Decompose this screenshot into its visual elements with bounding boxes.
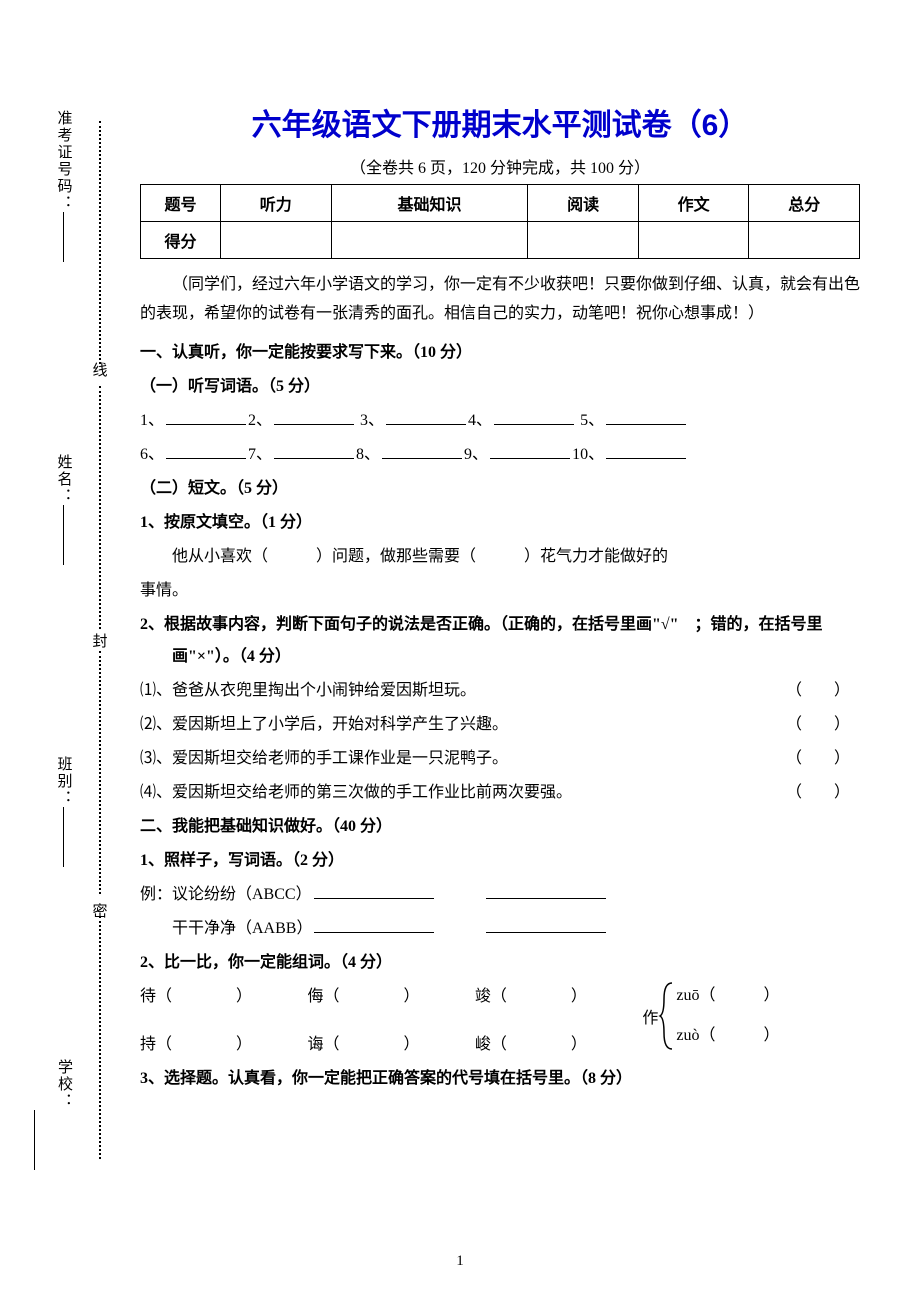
dictation-row-2[interactable]: 6、7、8、9、10、	[140, 439, 860, 471]
exam-title: 六年级语文下册期末水平测试卷（6）	[140, 100, 860, 144]
brace-pinyin-top[interactable]: zuō（ ）	[676, 983, 779, 1009]
s2-q1-ex1[interactable]: 例：议论纷纷（ABCC）	[140, 879, 860, 911]
marker-mi: 密	[92, 900, 107, 921]
curly-brace-icon	[658, 981, 676, 1051]
score-col-listening: 听力	[221, 185, 332, 222]
s2-q2-row-2[interactable]: 持（ ） 诲（ ） 峻（ ）	[140, 1029, 642, 1061]
score-table: 题号 听力 基础知识 阅读 作文 总分 得分	[140, 184, 860, 259]
binding-strip: 学校： 班别： 姓名： 准考证号码： 密 封 线	[50, 110, 120, 1170]
s2-q1-ex2[interactable]: 干干净净（AABB）	[140, 913, 860, 945]
judge-item-2[interactable]: ⑵、爱因斯坦上了小学后，开始对科学产生了兴趣。 （ ）	[140, 709, 860, 741]
s2-q2-title: 2、比一比，你一定能组词。（4 分）	[140, 947, 860, 979]
score-col-reading: 阅读	[528, 185, 639, 222]
score-col-basics: 基础知识	[331, 185, 528, 222]
marker-xian: 线	[92, 359, 107, 380]
seal-markers: 密 封 线	[85, 110, 115, 1170]
score-row-label-number: 题号	[141, 185, 221, 222]
s2-q3-title: 3、选择题。认真看，你一定能把正确答案的代号填在括号里。（8 分）	[140, 1063, 860, 1095]
marker-feng: 封	[92, 630, 107, 651]
score-col-total: 总分	[749, 185, 860, 222]
s1-p2-q1-body-b: 事情。	[140, 575, 860, 607]
score-cell-composition[interactable]	[638, 222, 749, 259]
s2-q1-title: 1、照样子，写词语。（2 分）	[140, 845, 860, 877]
score-col-composition: 作文	[638, 185, 749, 222]
section-1-part-1-heading: （一）听写词语。（5 分）	[140, 371, 860, 403]
page-number: 1	[0, 1253, 920, 1270]
section-2-heading: 二、我能把基础知识做好。（40 分）	[140, 811, 860, 843]
score-cell-reading[interactable]	[528, 222, 639, 259]
score-cell-listening[interactable]	[221, 222, 332, 259]
binding-label-examno[interactable]: 准考证号码：	[54, 110, 75, 262]
judge-item-4[interactable]: ⑷、爱因斯坦交给老师的第三次做的手工作业比前两次要强。 （ ）	[140, 777, 860, 809]
binding-labels: 学校： 班别： 姓名： 准考证号码：	[50, 110, 78, 1170]
score-cell-total[interactable]	[749, 222, 860, 259]
s1-p2-q1-body-a[interactable]: 他从小喜欢（ ）问题，做那些需要（ ）花气力才能做好的	[140, 541, 860, 573]
s2-q2-grid: 待（ ） 侮（ ） 竣（ ） 持（ ） 诲（ ） 峻（ ） 作 zuō（ ） z…	[140, 981, 860, 1063]
section-1-part-2-heading: （二）短文。（5 分）	[140, 473, 860, 505]
binding-label-class[interactable]: 班别：	[54, 756, 75, 867]
dictation-row-1[interactable]: 1、2、 3、4、 5、	[140, 405, 860, 437]
s2-q2-row-1[interactable]: 待（ ） 侮（ ） 竣（ ）	[140, 981, 642, 1013]
s1-p2-q2-title: 2、根据故事内容，判断下面句子的说法是否正确。（正确的，在括号里画"√" ；错的…	[140, 609, 860, 673]
section-1-heading: 一、认真听，你一定能按要求写下来。（10 分）	[140, 337, 860, 369]
score-cell-basics[interactable]	[331, 222, 528, 259]
brace-char: 作	[642, 1004, 658, 1028]
s1-p2-q1-title: 1、按原文填空。（1 分）	[140, 507, 860, 539]
judge-item-1[interactable]: ⑴、爸爸从衣兜里掏出个小闹钟给爱因斯坦玩。 （ ）	[140, 675, 860, 707]
score-row-label-score: 得分	[141, 222, 221, 259]
exam-subtitle: （全卷共 6 页，120 分钟完成，共 100 分）	[140, 154, 860, 178]
brace-pinyin-bot[interactable]: zuò（ ）	[676, 1023, 779, 1049]
s2-q2-brace-group[interactable]: 作 zuō（ ） zuò（ ）	[642, 981, 860, 1051]
binding-label-name[interactable]: 姓名：	[54, 454, 75, 565]
intro-message: （同学们，经过六年小学语文的学习，你一定有不少收获吧！只要你做到仔细、认真，就会…	[140, 271, 860, 329]
judge-item-3[interactable]: ⑶、爱因斯坦交给老师的手工课作业是一只泥鸭子。 （ ）	[140, 743, 860, 775]
